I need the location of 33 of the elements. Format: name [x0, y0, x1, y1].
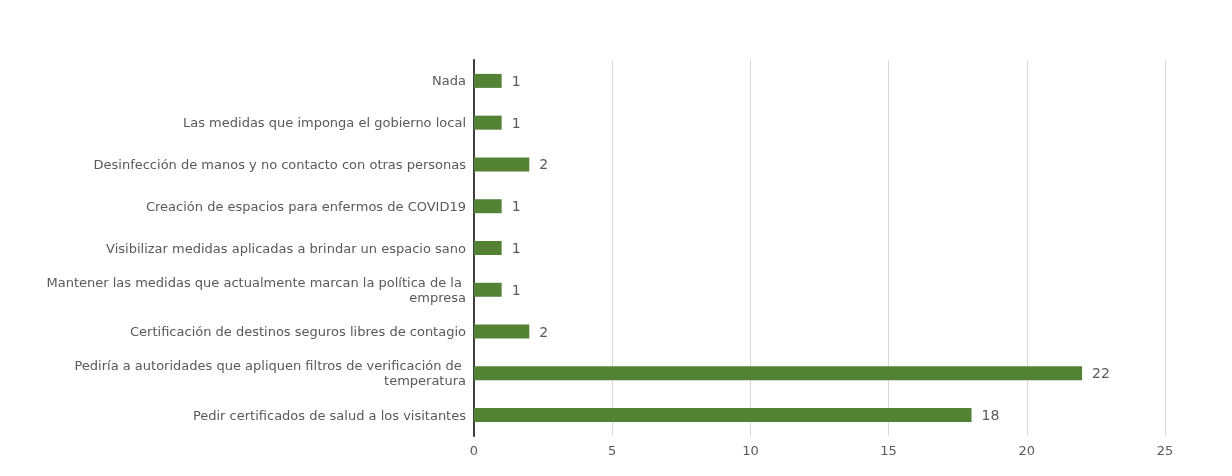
- bar: [474, 241, 502, 255]
- bar: [474, 282, 502, 297]
- data-label: 1: [511, 281, 521, 298]
- data-label: 2: [539, 323, 549, 340]
- bar: [474, 199, 502, 214]
- x-tick-label: 25: [1156, 443, 1174, 458]
- bar: [474, 157, 530, 172]
- x-tick-label: 0: [469, 443, 479, 458]
- y-tick-label: Mantener las medidas que actualmente marcan la política de la empresa: [46, 274, 466, 305]
- x-tick-label: 15: [880, 443, 897, 458]
- y-tick-label: Pediría a autoridades que apliquen filtros de verificación de temperatura: [74, 358, 466, 389]
- bar: [474, 366, 1083, 381]
- data-label: 1: [511, 114, 521, 131]
- bar: [474, 115, 502, 130]
- x-tick-label: 5: [608, 443, 617, 458]
- bar: [474, 324, 530, 339]
- bar: [474, 73, 502, 88]
- data-label: 22: [1092, 365, 1110, 382]
- x-tick-label: 20: [1018, 443, 1036, 458]
- data-label: 1: [511, 240, 521, 256]
- y-tick-label: Nada: [432, 73, 466, 89]
- y-tick-label: Certificación de destinos seguros libres de contagio: [130, 324, 467, 340]
- y-tick-label: Creación de espacios para enfermos de COVID19: [145, 198, 466, 214]
- y-tick-label: Pedir certificados de salud a los visitantes: [192, 407, 467, 423]
- y-tick-label: Visibilizar medidas aplicadas a brindar un espacio sano: [106, 240, 467, 256]
- data-label: 2: [539, 156, 549, 173]
- data-label: 18: [981, 407, 1000, 424]
- bar: [474, 408, 972, 423]
- data-label: 1: [511, 198, 521, 215]
- y-tick-label: Las medidas que imponga el gobierno local: [183, 115, 466, 131]
- data-label: 1: [511, 72, 521, 89]
- y-tick-label: Desinfección de manos y no contacto con otras personas: [93, 156, 467, 172]
- x-tick-label: 10: [742, 443, 759, 458]
